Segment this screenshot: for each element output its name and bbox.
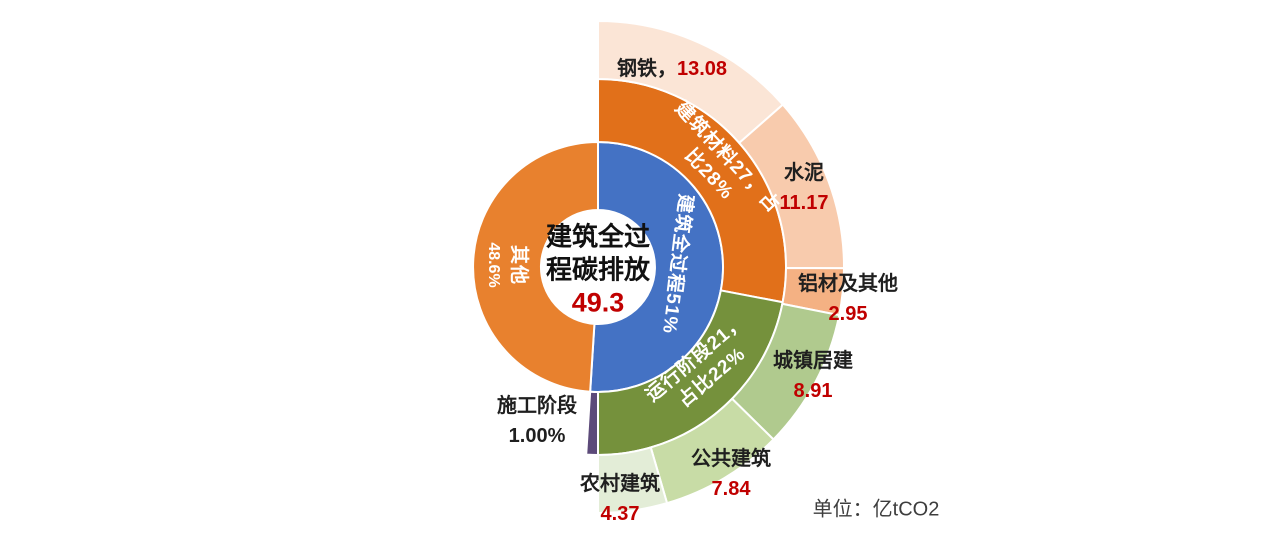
label-steel: 钢铁，13.08 (617, 54, 727, 84)
label-rural: 农村建筑 4.37 (580, 469, 660, 529)
unit-label: 单位：亿tCO2 (812, 498, 940, 521)
label-other-percent: 48.6% (485, 242, 502, 288)
label-construction-name: 施工阶段 (497, 395, 577, 417)
segment-other (472, 140, 599, 393)
label-other-segment: 其他 48.6% (481, 242, 531, 287)
label-steel-value: 13.08 (676, 58, 728, 80)
label-construction-value: 1.00% (508, 425, 566, 447)
label-steel-name: 钢铁， (616, 58, 677, 80)
label-public: 公共建筑 7.84 (691, 444, 771, 504)
center-title: 建筑全过 程碳排放 49.3 (546, 221, 650, 320)
label-aluminum-value: 2.95 (828, 303, 868, 325)
label-public-name: 公共建筑 (691, 448, 771, 470)
segment-construction-stage (585, 390, 599, 457)
label-public-value: 7.84 (711, 478, 751, 500)
label-urban: 城镇居建 8.91 (773, 346, 853, 406)
label-urban-value: 8.91 (793, 380, 833, 402)
label-aluminum: 铝材及其他 2.95 (798, 269, 898, 329)
label-rural-value: 4.37 (600, 503, 640, 525)
label-cement-name: 水泥 (783, 162, 824, 184)
center-title-line1: 建筑全过 (545, 221, 651, 252)
label-construction: 施工阶段 1.00% (497, 391, 577, 451)
label-cement: 水泥 11.17 (780, 158, 829, 218)
segment-rural-buildings (597, 446, 669, 515)
label-aluminum-name: 铝材及其他 (798, 273, 898, 295)
label-cement-value: 11.17 (779, 192, 829, 214)
label-other-name: 其他 (508, 244, 529, 285)
center-title-line2: 程碳排放 (545, 254, 651, 285)
label-urban-name: 城镇居建 (773, 350, 853, 372)
label-rural-name: 农村建筑 (580, 473, 660, 495)
center-value: 49.3 (571, 287, 625, 318)
